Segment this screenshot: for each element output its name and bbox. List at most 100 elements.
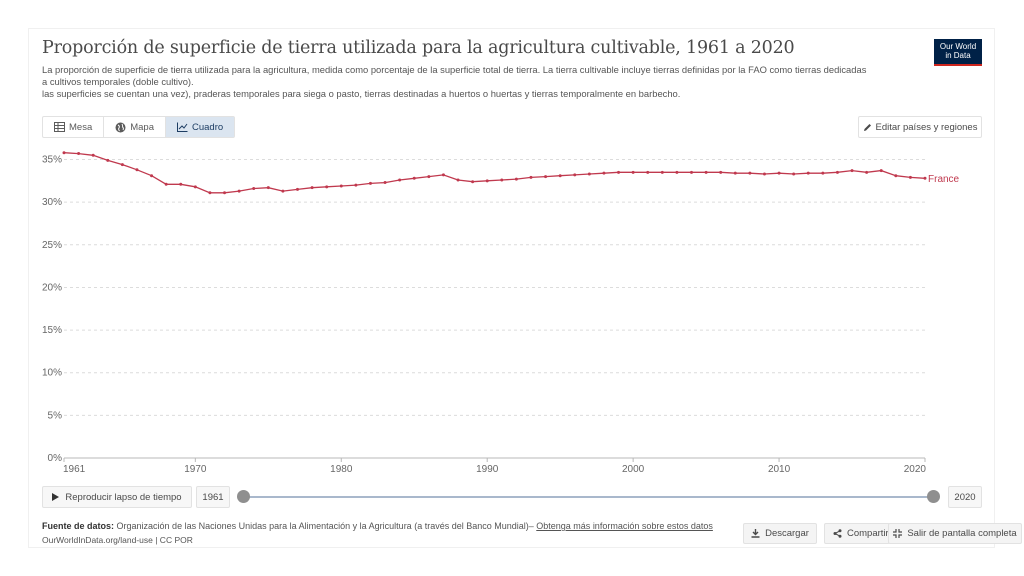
data-point [485, 179, 489, 183]
data-point [544, 175, 548, 179]
tab-chart[interactable]: Cuadro [166, 117, 235, 137]
data-point [325, 185, 329, 189]
subtitle-line-1: La proporción de superficie de tierra ut… [42, 64, 867, 75]
logo-line-2: in Data [945, 51, 971, 60]
share-label: Compartir [847, 528, 889, 539]
end-year-box[interactable]: 2020 [948, 486, 982, 508]
play-timelapse-button[interactable]: Reproducir lapso de tiempo [42, 486, 192, 508]
data-point [748, 171, 752, 175]
data-point [908, 175, 912, 179]
data-point [762, 172, 766, 176]
x-tick-label: 2000 [622, 464, 645, 475]
pencil-icon [863, 123, 872, 132]
data-point [806, 171, 810, 175]
y-tick-label: 25% [42, 240, 62, 251]
data-point [850, 169, 854, 173]
x-tick-label: 1980 [330, 464, 353, 475]
y-tick-label: 30% [42, 197, 62, 208]
data-point [719, 170, 723, 174]
subtitle-line-2: a cultivos temporales (doble cultivo). [42, 76, 194, 87]
view-tabs: Mesa Mapa Cuadro [42, 116, 236, 138]
data-point [573, 173, 577, 177]
y-tick-label: 0% [48, 453, 63, 464]
start-year-box[interactable]: 1961 [196, 486, 230, 508]
timeline-start-handle[interactable] [237, 490, 250, 503]
data-point [894, 174, 898, 178]
download-label: Descargar [765, 528, 809, 539]
download-icon [751, 529, 760, 538]
data-point [675, 170, 679, 174]
data-point [106, 158, 110, 162]
data-point [441, 173, 445, 177]
y-tick-label: 35% [42, 155, 62, 166]
download-button[interactable]: Descargar [743, 523, 817, 544]
data-point [383, 181, 387, 185]
play-icon [52, 493, 60, 501]
x-tick-label: 1970 [184, 464, 207, 475]
tab-table-label: Mesa [69, 121, 93, 133]
data-point [281, 189, 285, 193]
data-point [617, 170, 621, 174]
data-point [354, 183, 358, 187]
owid-logo[interactable]: Our World in Data [934, 39, 982, 66]
exit-fullscreen-icon [893, 529, 903, 538]
data-point [412, 176, 416, 180]
data-point [558, 174, 562, 178]
data-point [295, 187, 299, 191]
data-point [135, 168, 139, 172]
edit-countries-button[interactable]: Editar países y regiones [858, 116, 982, 138]
share-button[interactable]: Compartir [824, 523, 890, 544]
data-point [500, 178, 504, 182]
share-icon [833, 529, 842, 538]
data-point [120, 163, 124, 167]
chart-subtitle: La proporción de superficie de tierra ut… [42, 64, 942, 100]
data-point [398, 178, 402, 182]
timeline-end-handle[interactable] [927, 490, 940, 503]
data-point [208, 191, 212, 195]
data-point [179, 182, 183, 186]
x-tick-label: 1961 [63, 464, 86, 475]
tab-chart-label: Cuadro [192, 121, 224, 133]
play-label: Reproducir lapso de tiempo [65, 491, 182, 503]
x-tick-label: 2020 [904, 464, 927, 475]
series-line-france [63, 152, 926, 194]
timeline-slider-track[interactable] [243, 496, 933, 498]
data-point [777, 171, 781, 175]
source-note: Fuente de datos: Organización de las Nac… [42, 521, 713, 531]
source-url[interactable]: OurWorldInData.org/land-use | CC POR [42, 535, 193, 545]
data-point [602, 171, 606, 175]
data-point [865, 170, 869, 174]
tab-map[interactable]: Mapa [104, 117, 166, 137]
source-label: Fuente de datos: [42, 521, 115, 531]
x-tick-label: 2010 [768, 464, 791, 475]
y-tick-label: 5% [48, 410, 63, 421]
x-tick-label: 1990 [476, 464, 499, 475]
data-point [514, 177, 518, 181]
line-chart: 0% 5% 10% 15% 20% 25% 30% 35% 1961 1970 1980 1990 20… [42, 151, 960, 475]
data-point [835, 170, 839, 174]
data-point [368, 181, 372, 185]
globe-icon [115, 122, 126, 133]
data-point [310, 186, 314, 190]
data-point [339, 184, 343, 188]
chart-frame [28, 28, 995, 548]
data-point [427, 175, 431, 179]
exit-fullscreen-button[interactable]: Salir de pantalla completa [888, 523, 1022, 544]
data-point [62, 151, 66, 155]
source-text: Organización de las Naciones Unidas para… [116, 521, 534, 531]
data-point [879, 169, 883, 173]
data-point [164, 182, 168, 186]
data-point [923, 176, 927, 180]
data-point [266, 186, 270, 190]
data-point [91, 153, 95, 157]
data-point [733, 171, 737, 175]
data-point [456, 178, 460, 182]
source-link[interactable]: Obtenga más información sobre estos dato… [536, 521, 713, 531]
subtitle-line-3: las superficies se cuentan una vez), pra… [42, 88, 681, 99]
y-tick-label: 20% [42, 282, 62, 293]
tab-table[interactable]: Mesa [43, 117, 105, 137]
data-point [193, 185, 197, 189]
data-point [704, 170, 708, 174]
data-point [792, 172, 796, 176]
data-point [150, 174, 154, 178]
